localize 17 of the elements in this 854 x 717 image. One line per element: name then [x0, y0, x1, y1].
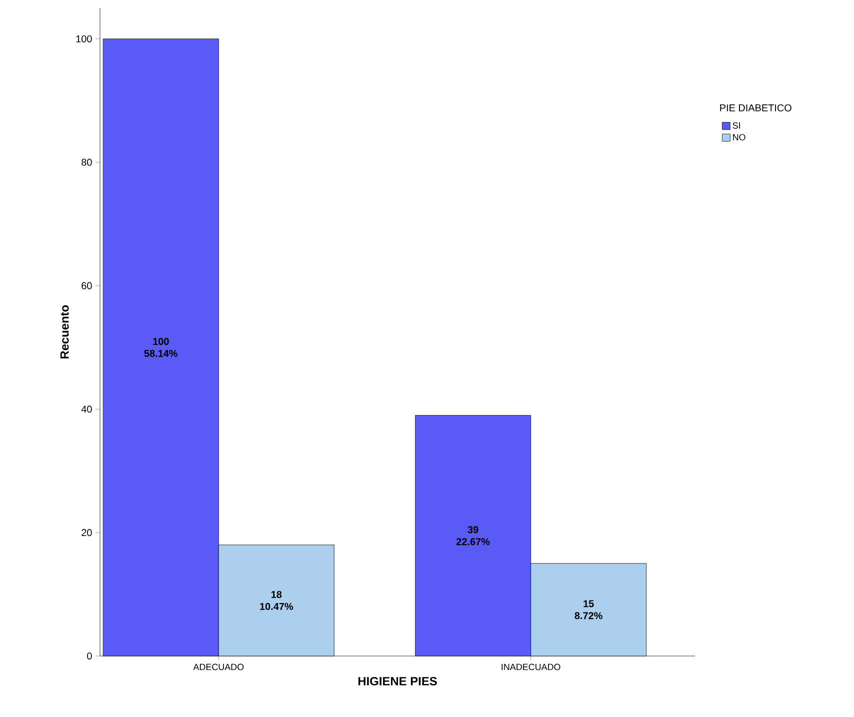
y-tick-label: 0	[87, 652, 92, 660]
data-label: 15 8.72%	[574, 600, 602, 620]
data-label: 100 58.14%	[144, 338, 178, 357]
legend-title: PIE DIABETICO	[720, 104, 792, 112]
x-axis-title: HIGIENE PIES	[358, 676, 437, 686]
x-tick-label: ADECUADO	[193, 664, 244, 670]
data-label: 39 22.67%	[456, 526, 490, 546]
y-axis-title: Recuento	[60, 305, 69, 358]
x-tick-label: INADECUADO	[502, 664, 560, 670]
y-tick-label: 60	[82, 282, 92, 290]
legend-label: NO	[733, 134, 746, 140]
y-tick-label: 100	[76, 35, 92, 42]
y-tick-label: 20	[82, 529, 92, 536]
y-tick-label: 40	[81, 406, 92, 413]
legend-label: SI	[732, 122, 740, 129]
data-label: 18 10.47%	[260, 590, 294, 610]
y-tick-label: 80	[82, 158, 92, 166]
